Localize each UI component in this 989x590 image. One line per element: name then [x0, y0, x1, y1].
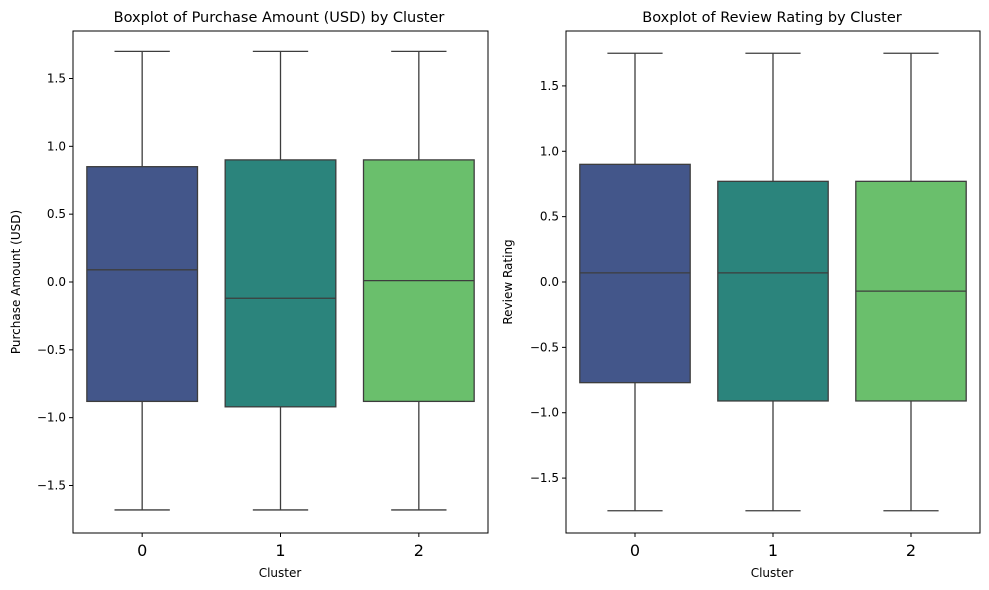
chart-title: Boxplot of Purchase Amount (USD) by Clus…	[114, 10, 445, 26]
iqr-box	[717, 180, 829, 402]
box-cluster-0	[86, 50, 199, 511]
chart-title: Boxplot of Review Rating by Cluster	[642, 10, 902, 26]
y-axis-label: Review Rating	[501, 239, 515, 324]
y-tick-label: 1.5	[47, 71, 66, 85]
y-tick-label: −1.5	[37, 479, 66, 493]
x-axis-label: Cluster	[751, 566, 794, 580]
y-tick-label: 0.5	[47, 207, 66, 221]
y-tick-label: 0.5	[540, 210, 559, 224]
y-tick-label: −0.5	[37, 343, 66, 357]
box-cluster-2	[855, 52, 967, 512]
panel-review-rating: Boxplot of Review Rating by Cluster Revi…	[501, 10, 981, 580]
y-tick-label: 1.0	[540, 144, 559, 158]
x-tick-label: 1	[275, 541, 285, 560]
y-tick-label: 1.0	[47, 139, 66, 153]
box-cluster-0	[579, 52, 691, 512]
iqr-box	[86, 166, 199, 403]
y-tick-label: 1.5	[540, 79, 559, 93]
x-tick-label: 2	[414, 541, 424, 560]
y-tick-label: −0.5	[530, 340, 559, 354]
panel-purchase-amount: Boxplot of Purchase Amount (USD) by Clus…	[9, 10, 489, 580]
box-cluster-1	[717, 52, 829, 512]
box-cluster-2	[362, 50, 475, 511]
box-cluster-1	[224, 50, 337, 511]
x-axis-label: Cluster	[259, 566, 302, 580]
iqr-box	[224, 159, 337, 408]
x-tick-label: 1	[768, 541, 778, 560]
x-tick-label: 2	[906, 541, 916, 560]
x-tick-label: 0	[630, 541, 640, 560]
y-tick-label: −1.0	[530, 406, 559, 420]
y-axis-label: Purchase Amount (USD)	[9, 210, 23, 354]
iqr-box	[579, 163, 691, 384]
y-tick-label: 0.0	[47, 275, 66, 289]
y-tick-label: 0.0	[540, 275, 559, 289]
x-tick-label: 0	[137, 541, 147, 560]
y-tick-label: −1.5	[530, 471, 559, 485]
y-tick-label: −1.0	[37, 411, 66, 425]
